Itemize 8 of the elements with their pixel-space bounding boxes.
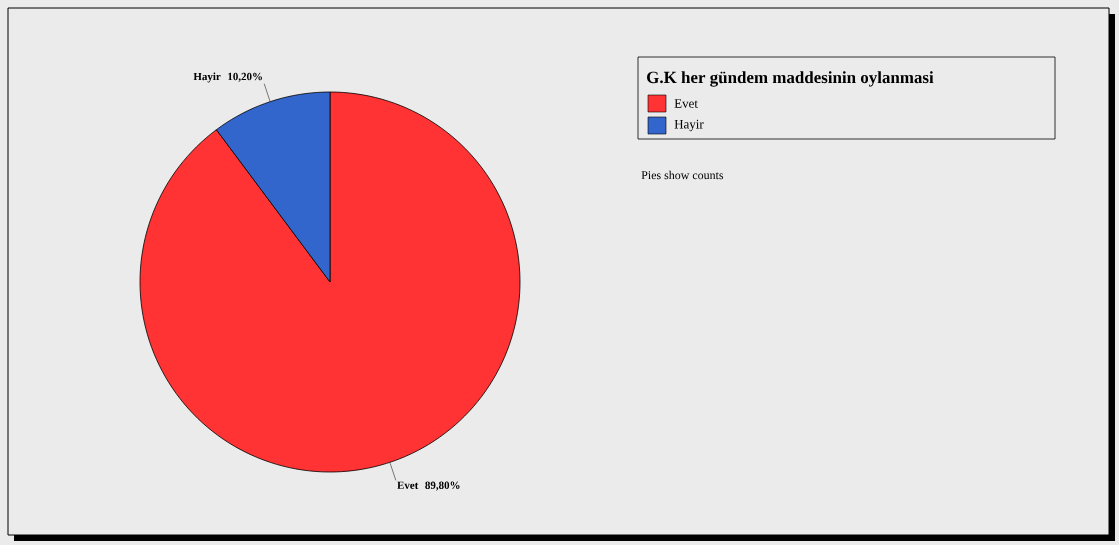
legend-label: Hayir: [674, 119, 704, 132]
text: Pies show counts: [641, 170, 724, 180]
slice-label: Evet: [397, 481, 419, 489]
slice-label: Hayir: [193, 72, 221, 83]
legend-label: Evet: [674, 99, 698, 108]
data-label: 89,80%: [425, 481, 460, 491]
legend-title: G.K her gündem maddesinin oylanmasi: [647, 71, 934, 87]
data-label: 10,20%: [228, 72, 262, 82]
